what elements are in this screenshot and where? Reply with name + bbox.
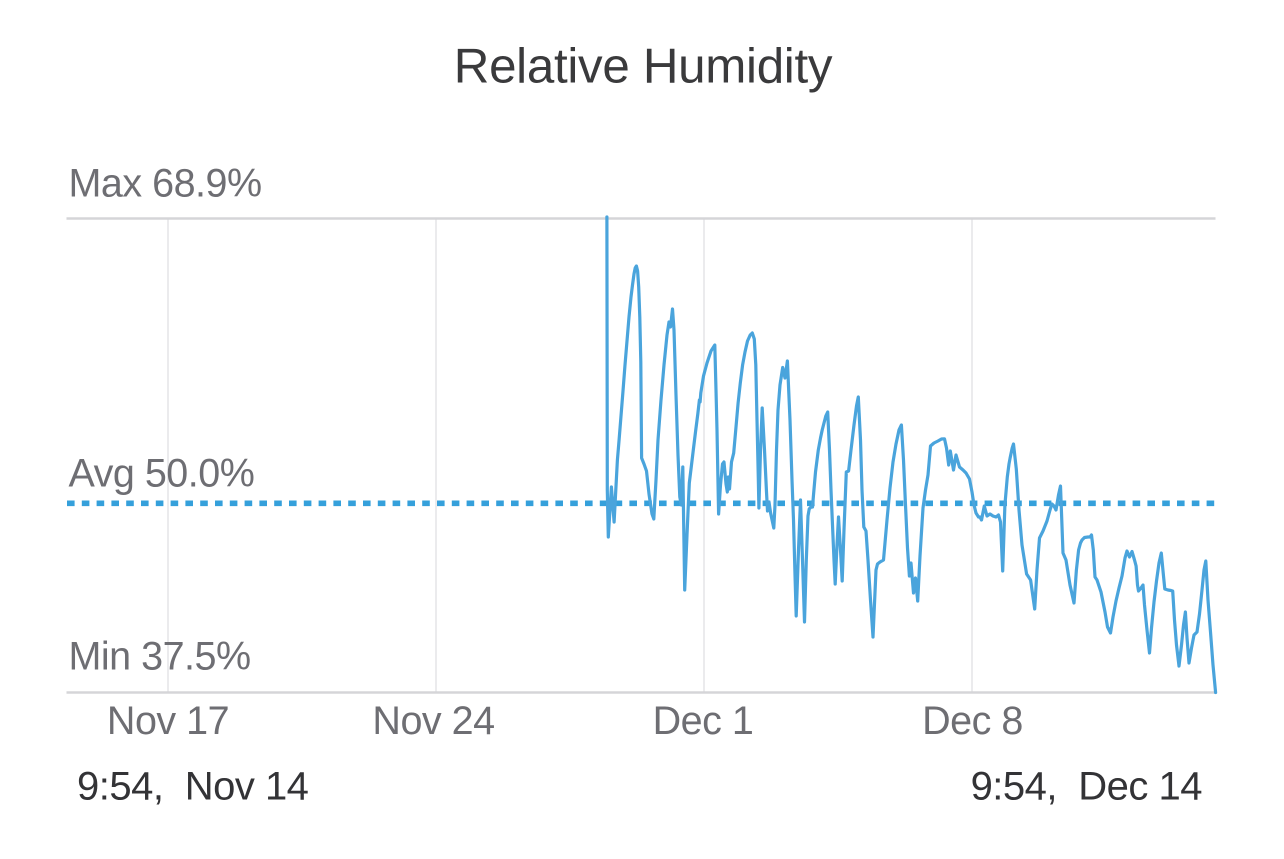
svg-text:9:54, Nov 14: 9:54, Nov 14 — [77, 765, 309, 809]
svg-text:Min 37.5%: Min 37.5% — [69, 635, 251, 679]
svg-text:9:54, Dec 14: 9:54, Dec 14 — [971, 765, 1203, 809]
svg-text:Avg 50.0%: Avg 50.0% — [69, 452, 255, 496]
svg-text:Dec 1: Dec 1 — [653, 699, 754, 743]
svg-text:Nov 24: Nov 24 — [372, 699, 494, 743]
svg-text:Max 68.9%: Max 68.9% — [69, 162, 262, 206]
svg-text:Relative Humidity: Relative Humidity — [454, 38, 833, 93]
svg-text:Dec 8: Dec 8 — [922, 699, 1023, 743]
svg-text:Nov 17: Nov 17 — [107, 699, 229, 743]
